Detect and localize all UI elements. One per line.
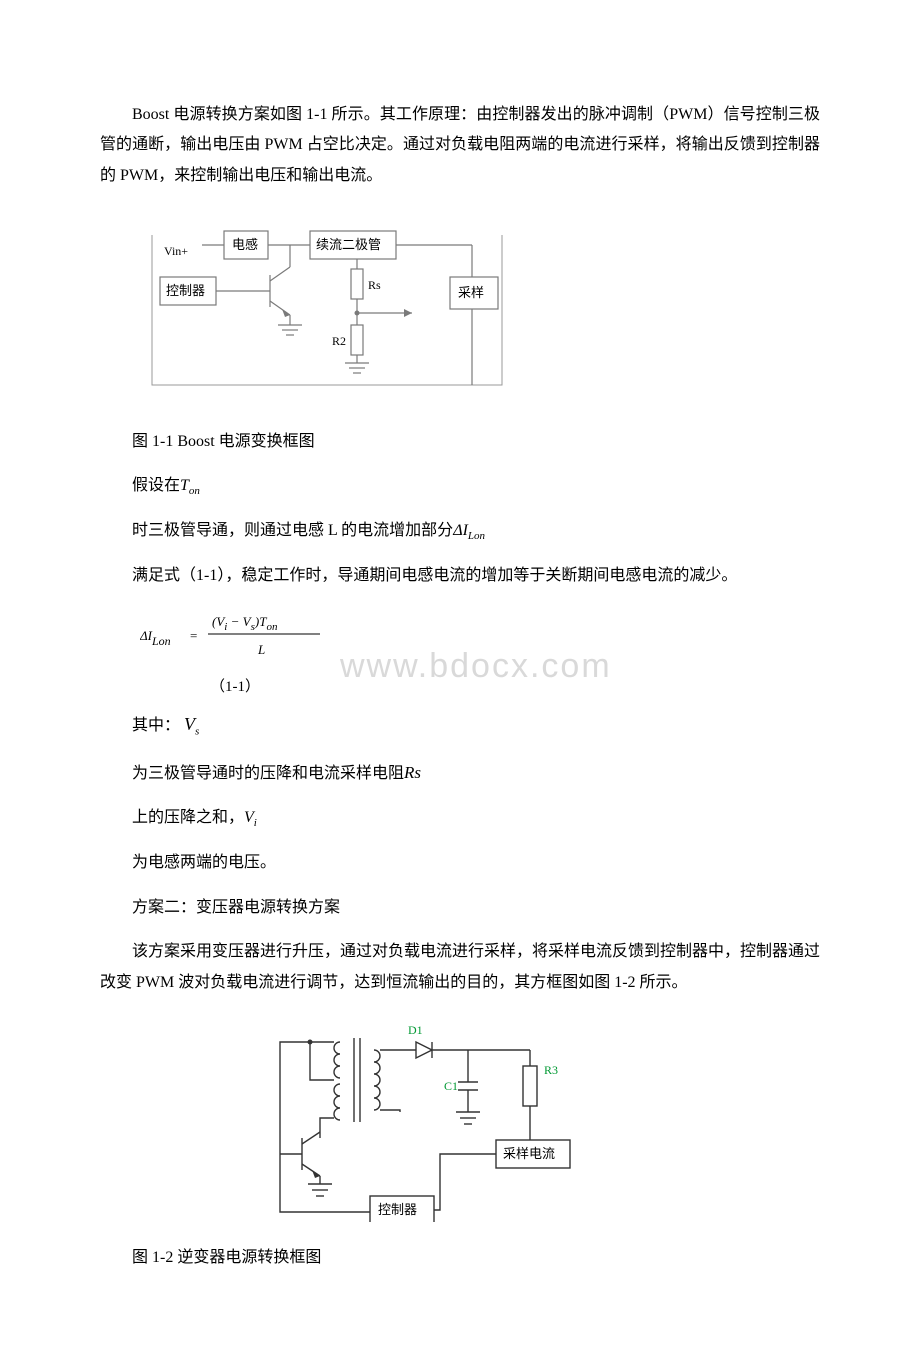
rs-label: Rs xyxy=(368,278,381,292)
c1-label: C1 xyxy=(444,1079,458,1093)
delta-prefix: 时三极管导通，则通过电感 L 的电流增加部分 xyxy=(132,522,453,539)
vs-desc-prefix: 为三极管导通时的压降和电流采样电阻 xyxy=(132,765,404,782)
figure-1-1-caption: 图 1-1 Boost 电源变换框图 xyxy=(100,427,820,457)
plan2-title: 方案二：变压器电源转换方案 xyxy=(100,893,820,923)
vi-line: 上的压降之和，Vi xyxy=(100,803,820,834)
where-prefix: 其中： xyxy=(132,717,180,734)
inductor-label: 电感 xyxy=(232,237,258,252)
svg-text:=: = xyxy=(190,628,197,643)
svg-text:ΔILon: ΔILon xyxy=(140,628,171,648)
symbol-ton: Ton xyxy=(180,477,200,494)
sample-current-label: 采样电流 xyxy=(503,1146,555,1161)
symbol-rs-inline: Rs xyxy=(404,763,421,782)
d1-label: D1 xyxy=(408,1023,423,1037)
symbol-delta-i: ΔILon xyxy=(453,522,485,539)
figure-1-2: D1 C1 R3 采样电流 xyxy=(220,1012,820,1233)
satisfy-line: 满足式（1-1），稳定工作时，导通期间电感电流的增加等于关断期间电感电流的减少。 xyxy=(100,561,820,591)
assume-prefix: 假设在 xyxy=(132,477,180,494)
controller-label: 控制器 xyxy=(166,283,205,298)
delta-line: 时三极管导通，则通过电感 L 的电流增加部分ΔILon xyxy=(100,516,820,547)
assume-line: 假设在Ton xyxy=(100,471,820,502)
vi-prefix: 上的压降之和， xyxy=(132,809,244,826)
symbol-vs: Vs xyxy=(184,714,199,734)
diode-label: 续流二极管 xyxy=(316,237,381,252)
figure-1-1: Vin+ 电感 续流二极管 采样 控制器 Rs xyxy=(132,205,820,416)
sample-label: 采样 xyxy=(458,285,484,300)
controller-label-2: 控制器 xyxy=(378,1202,417,1217)
r2-label: R2 xyxy=(332,334,346,348)
svg-text:L: L xyxy=(257,642,265,657)
vs-desc-line: 为三极管导通时的压降和电流采样电阻Rs xyxy=(100,757,820,789)
where-line: 其中： Vs xyxy=(100,707,820,742)
vin-label: Vin+ xyxy=(164,244,188,258)
svg-text:(Vi − Vs)Ton: (Vi − Vs)Ton xyxy=(212,614,278,633)
symbol-vi: Vi xyxy=(244,809,257,826)
plan2-paragraph: 该方案采用变压器进行升压，通过对负载电流进行采样，将采样电流反馈到控制器中，控制… xyxy=(100,937,820,998)
r3-label: R3 xyxy=(544,1063,558,1077)
equation-1-1: ΔILon = (Vi − Vs)Ton L （1-1） www.bdocx.c… xyxy=(140,606,820,702)
figure-1-2-caption: 图 1-2 逆变器电源转换框图 xyxy=(100,1243,820,1273)
vi-desc-line: 为电感两端的电压。 xyxy=(100,848,820,878)
equation-1-1-number: （1-1） xyxy=(210,673,820,702)
intro-paragraph: Boost 电源转换方案如图 1-1 所示。其工作原理：由控制器发出的脉冲调制（… xyxy=(100,100,820,191)
